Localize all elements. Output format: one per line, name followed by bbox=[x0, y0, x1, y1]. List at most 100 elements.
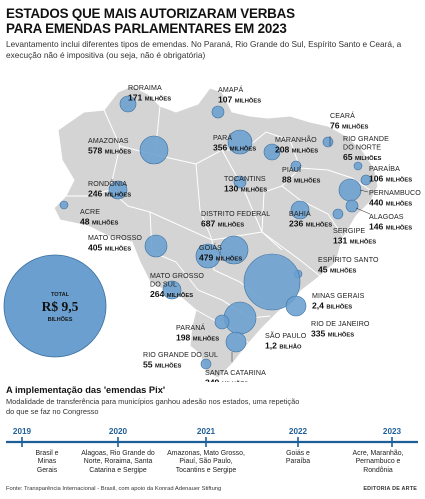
bubble-sergipe bbox=[332, 208, 344, 220]
state-value-espirito-santo: 45 MILHÕES bbox=[318, 264, 356, 274]
state-value-pernambuco: 440 MILHÕES bbox=[369, 197, 412, 207]
state-value-parana: 198 MILHÕES bbox=[176, 332, 219, 342]
bubble-bahia bbox=[290, 200, 310, 220]
leader-lines bbox=[231, 136, 371, 362]
source-note: Fonte: Transparência Internacional - Bra… bbox=[6, 486, 222, 492]
state-name-piaui: PIAUÍ bbox=[282, 165, 301, 174]
bubble-goias bbox=[195, 243, 221, 269]
total-bubble: TOTAL R$ 9,5 BILHÕES bbox=[3, 254, 107, 358]
state-value-minas-gerais: 2,4 BILHÕES bbox=[312, 300, 352, 310]
bubble-mato-grosso bbox=[144, 234, 168, 258]
state-name-espirito-santo: ESPÍRITO SANTO bbox=[318, 255, 379, 264]
state-name-goias: GOIÁS bbox=[199, 243, 222, 252]
bubble-distrito-federal bbox=[219, 235, 249, 265]
total-unit: BILHÕES bbox=[48, 316, 73, 323]
total-circle bbox=[3, 254, 107, 358]
total-value: R$ 9,5 bbox=[42, 299, 79, 314]
timeline-year-2022: 2022 bbox=[289, 427, 308, 436]
brazil-outline bbox=[53, 85, 379, 379]
bubble-layer bbox=[59, 95, 372, 370]
timeline-year-2023: 2023 bbox=[383, 427, 402, 436]
timeline-year-2019: 2019 bbox=[13, 427, 32, 436]
state-value-acre: 48 MILHÕES bbox=[80, 216, 118, 226]
timeline-desc-2023: Acre, Maranhão, Pernambuco e Rondônia bbox=[352, 450, 404, 474]
state-value-para: 356 MILHÕES bbox=[213, 142, 256, 152]
state-value-mato-grosso-do-sul: 264 MILHÕES bbox=[150, 289, 193, 299]
pix-title: A implementação das 'emendas Pix' bbox=[6, 385, 166, 395]
state-value-rio-grande-do-sul: 55 MILHÕES bbox=[143, 359, 181, 369]
timeline-year-2020: 2020 bbox=[109, 427, 128, 436]
bubble-rio-grande-do-sul bbox=[200, 358, 212, 370]
state-value-alagoas: 146 MILHÕES bbox=[369, 221, 412, 231]
state-name-minas-gerais: MINAS GERAIS bbox=[312, 292, 365, 300]
state-name-para: PARÁ bbox=[213, 133, 232, 142]
state-value-rio-grande-do-norte: 65 MILHÕES bbox=[343, 152, 381, 162]
state-name-tocantins: TOCANTINS bbox=[224, 175, 266, 183]
state-name-rondonia: RONDÔNIA bbox=[88, 179, 127, 188]
state-name-amazonas: AMAZONAS bbox=[88, 137, 129, 145]
page-title: ESTADOS QUE MAIS AUTORIZARAM VERBAS PARA… bbox=[6, 6, 295, 36]
state-value-goias: 479 MILHÕES bbox=[199, 252, 242, 262]
bubble-piaui bbox=[290, 160, 302, 172]
state-name-bahia: BAHIA bbox=[289, 210, 311, 218]
timeline-desc-2019: Brasil e Minas Gerais bbox=[35, 450, 59, 474]
leader-pernambuco bbox=[359, 189, 369, 193]
timeline-marks: 2019 2020 2021 2022 2023 bbox=[13, 427, 402, 447]
timeline-year-2021: 2021 bbox=[197, 427, 216, 436]
state-value-ceara: 76 MILHÕES bbox=[330, 120, 368, 130]
state-value-amazonas: 578 MILHÕES bbox=[88, 145, 131, 155]
state-value-paraiba: 106 MILHÕES bbox=[369, 173, 412, 183]
page-subtitle: Levantamento inclui diferentes tipos de … bbox=[6, 39, 402, 60]
timeline: 2019 2020 2021 2022 2023 bbox=[6, 427, 418, 447]
state-value-sergipe: 131 MILHÕES bbox=[333, 235, 376, 245]
timeline-desc-2022: Goiás e Paraíba bbox=[285, 450, 311, 466]
timeline-desc-2021: Amazonas, Mato Grosso, Piauí, São Paulo,… bbox=[167, 450, 245, 474]
state-name-distrito-federal: DISTRITO FEDERAL bbox=[201, 210, 270, 218]
state-name-rio-grande-do-norte: RIO GRANDE DO NORTE bbox=[343, 135, 389, 151]
bubble-santa-catarina bbox=[225, 331, 247, 353]
bubble-rondonia bbox=[108, 180, 128, 200]
bubble-maranhao bbox=[263, 143, 281, 161]
bubble-rio-grande-do-norte bbox=[353, 161, 363, 171]
state-value-tocantins: 130 MILHÕES bbox=[224, 183, 267, 193]
pix-subtitle: Modalidade de transferência para municíp… bbox=[6, 397, 300, 416]
bubble-parana bbox=[214, 314, 230, 330]
state-name-rio-grande-do-sul: RIO GRANDE DO SUL bbox=[143, 351, 218, 359]
state-value-amapa: 107 MILHÕES bbox=[218, 94, 261, 104]
credit-note: EDITORIA DE ARTE bbox=[363, 486, 417, 492]
state-name-paraiba: PARAÍBA bbox=[369, 164, 400, 173]
state-value-rondonia: 246 MILHÕES bbox=[88, 188, 131, 198]
bubble-roraima bbox=[119, 95, 137, 113]
bubble-sao-paulo bbox=[223, 301, 257, 335]
state-value-mato-grosso: 405 MILHÕES bbox=[88, 242, 131, 252]
state-name-ceara: CEARÁ bbox=[330, 111, 355, 120]
state-name-sergipe: SERGIPE bbox=[333, 227, 365, 235]
leader-alagoas bbox=[355, 207, 371, 215]
total-label: TOTAL bbox=[51, 292, 70, 298]
bubble-pernambuco bbox=[338, 178, 362, 202]
bubble-minas-gerais bbox=[243, 253, 301, 311]
state-name-maranhao: MARANHÃO bbox=[275, 135, 317, 144]
state-name-alagoas: ALAGOAS bbox=[369, 213, 404, 221]
state-name-acre: ACRE bbox=[80, 208, 100, 216]
bubble-tocantins bbox=[233, 175, 247, 189]
bubble-ceara bbox=[322, 136, 334, 148]
bubble-mato-grosso-do-sul bbox=[162, 280, 182, 300]
state-value-rio-de-janeiro: 335 MILHÕES bbox=[311, 328, 354, 338]
state-value-santa-catarina: 349 MILHÕES bbox=[205, 377, 248, 382]
state-value-distrito-federal: 687 MILHÕES bbox=[201, 218, 244, 228]
state-value-piaui: 88 MILHÕES bbox=[282, 174, 320, 184]
bubble-para bbox=[227, 129, 253, 155]
state-name-rio-de-janeiro: RIO DE JANEIRO bbox=[311, 320, 370, 328]
state-name-amapa: AMAPÁ bbox=[218, 85, 244, 94]
state-value-bahia: 236 MILHÕES bbox=[289, 218, 332, 228]
state-name-pernambuco: PERNAMBUCO bbox=[369, 189, 421, 197]
timeline-desc-2020: Alagoas, Rio Grande do Norte, Roraima, S… bbox=[81, 450, 155, 474]
state-value-sao-paulo: 1,2 BILHÃO bbox=[265, 340, 302, 350]
state-name-mato-grosso-do-sul: MATO GROSSO DO SUL bbox=[150, 272, 204, 288]
state-name-parana: PARANÁ bbox=[176, 323, 205, 332]
state-name-sao-paulo: SÃO PAULO bbox=[265, 331, 307, 340]
bubble-rio-de-janeiro bbox=[285, 295, 307, 317]
